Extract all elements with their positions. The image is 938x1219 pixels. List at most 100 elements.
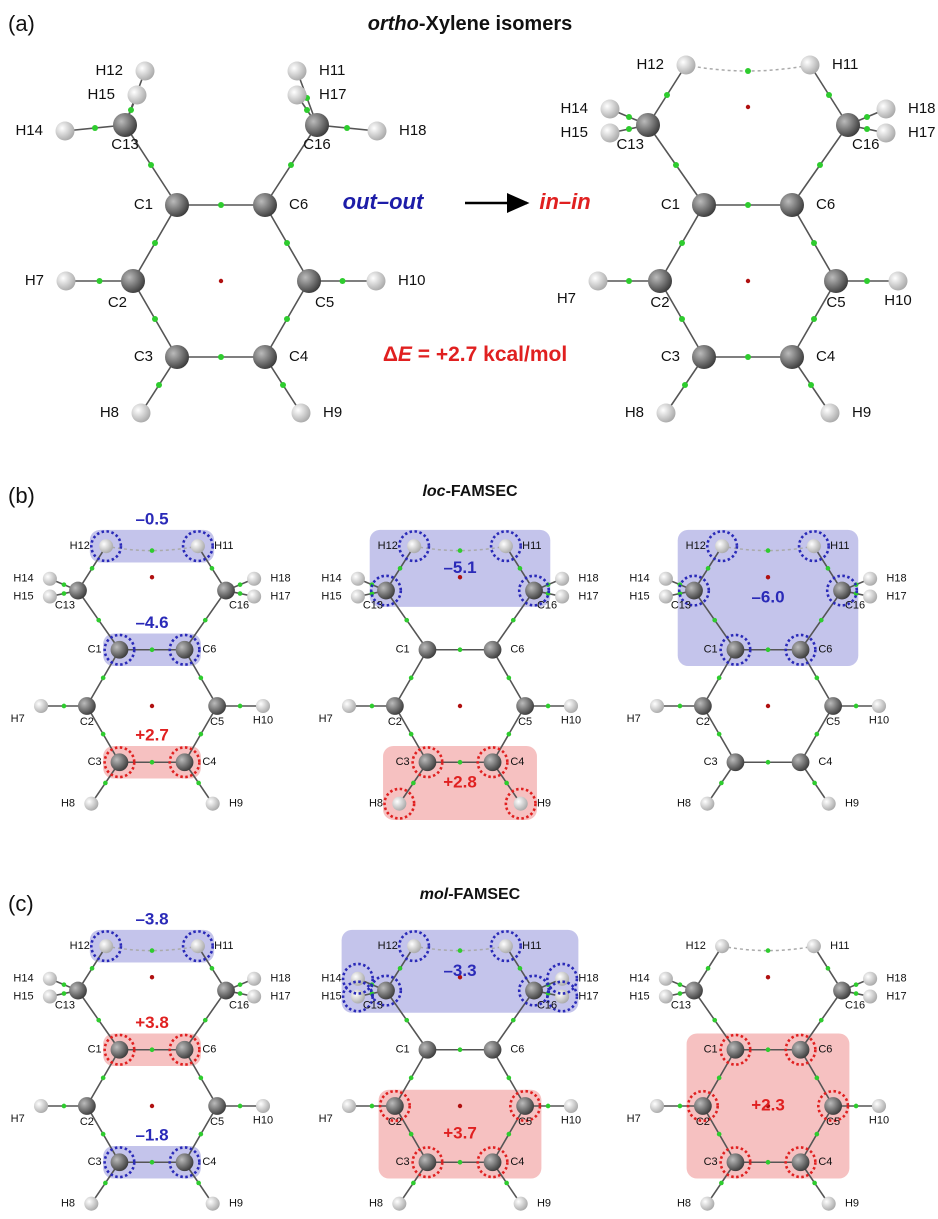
- atom-label: H7: [557, 290, 576, 307]
- hydrogen-atom: [128, 86, 147, 105]
- atom-label: H18: [886, 573, 906, 585]
- fragment-energy: +3.8: [135, 1013, 169, 1032]
- carbon-atom: [176, 1153, 194, 1171]
- panel-label: (b): [8, 483, 35, 508]
- hydrogen-atom: [715, 939, 729, 953]
- atom-label: C16: [229, 599, 249, 611]
- bond-critical-point: [854, 991, 859, 996]
- atom-label: C13: [671, 999, 691, 1011]
- bond-critical-point: [62, 991, 67, 996]
- atom-label: C4: [289, 348, 308, 365]
- fragment-energy: –4.6: [135, 613, 168, 632]
- carbon-atom: [836, 113, 860, 137]
- atom-label: C4: [818, 1156, 832, 1168]
- atom-label: H14: [321, 973, 341, 985]
- molecule: C1C2C3C4C5C6H7H8H9H10H11H12C13H14H15C16H…: [15, 62, 426, 423]
- bond-critical-point: [458, 760, 463, 765]
- atom-label: H17: [319, 86, 347, 103]
- atom-label: C2: [80, 716, 94, 728]
- atom-label: C6: [202, 644, 216, 656]
- title-italic: loc: [422, 483, 445, 500]
- bond-critical-point: [819, 618, 824, 623]
- bond-critical-point: [507, 1132, 512, 1137]
- bond-critical-point: [96, 618, 101, 623]
- carbon-atom: [111, 641, 129, 659]
- atom-label: H11: [214, 540, 233, 552]
- atom-label: H7: [11, 713, 25, 725]
- atom-label: H7: [627, 1113, 641, 1125]
- hydrogen-atom: [368, 122, 387, 141]
- carbon-atom: [176, 1041, 194, 1059]
- ring-critical-point: [766, 704, 770, 708]
- atom-label: H15: [13, 590, 33, 602]
- carbon-atom: [217, 582, 235, 600]
- atom-label: C3: [661, 348, 680, 365]
- hydrogen-atom: [247, 989, 261, 1003]
- bond-critical-point: [682, 382, 688, 388]
- bond-critical-point: [97, 278, 103, 284]
- bond-critical-point: [458, 948, 463, 953]
- atom-label: H12: [636, 56, 664, 73]
- ring-critical-point: [150, 975, 154, 979]
- energy-delta: Δ: [383, 343, 398, 366]
- hydrogen-atom: [392, 1197, 406, 1211]
- atom-label: H10: [869, 715, 889, 727]
- bond-critical-point: [458, 1160, 463, 1165]
- atom-label: C1: [704, 1044, 718, 1056]
- carbon-atom: [692, 345, 716, 369]
- bond-critical-point: [92, 125, 98, 131]
- carbon-atom: [165, 345, 189, 369]
- bond-critical-point: [626, 126, 632, 132]
- hydrogen-atom: [191, 539, 205, 553]
- atom-label: C1: [704, 644, 718, 656]
- bond-critical-point: [409, 1076, 414, 1081]
- carbon-atom: [525, 982, 543, 1000]
- carbon-atom: [253, 345, 277, 369]
- bond-critical-point: [370, 704, 375, 709]
- atom-label: C5: [826, 716, 840, 728]
- atom-label: C2: [696, 716, 710, 728]
- bond-critical-point: [280, 382, 286, 388]
- atom-label: H18: [886, 973, 906, 985]
- carbon-atom: [727, 1041, 745, 1059]
- bond-critical-point: [238, 982, 243, 987]
- bond-critical-point: [398, 966, 403, 971]
- hydrogen-atom: [206, 1197, 220, 1211]
- hydrogen-atom: [99, 539, 113, 553]
- hydrogen-atom: [807, 939, 821, 953]
- atom-label: C2: [108, 294, 127, 311]
- atom-label: H12: [378, 540, 398, 552]
- bond-critical-point: [90, 566, 95, 571]
- bond-critical-point: [745, 354, 751, 360]
- atom-label: H8: [677, 1198, 691, 1210]
- atom-label: C2: [696, 1116, 710, 1128]
- bond-critical-point: [864, 114, 870, 120]
- atom-label: H9: [852, 404, 871, 421]
- atom-label: H8: [625, 404, 644, 421]
- carbon-atom: [419, 641, 437, 659]
- carbon-atom: [727, 641, 745, 659]
- bond-critical-point: [62, 704, 67, 709]
- fragment-energy: –5.1: [443, 558, 476, 577]
- bond-critical-point: [103, 1181, 108, 1186]
- bond-critical-point: [210, 566, 215, 571]
- carbon-atom: [419, 753, 437, 771]
- atom-label: C1: [396, 1044, 410, 1056]
- bond-critical-point: [864, 278, 870, 284]
- hydrogen-atom: [256, 699, 270, 713]
- carbon-atom: [165, 193, 189, 217]
- atom-label: H17: [270, 590, 290, 602]
- bond-critical-point: [458, 1047, 463, 1052]
- bond-critical-point: [152, 240, 158, 246]
- atom-label: H10: [869, 1115, 889, 1127]
- atom-label: H12: [378, 940, 398, 952]
- hydrogen-atom: [650, 1099, 664, 1113]
- hydrogen-atom: [659, 972, 673, 986]
- bond-critical-point: [150, 548, 155, 553]
- atom-label: H15: [629, 990, 649, 1002]
- bond-critical-point: [678, 704, 683, 709]
- bond-critical-point: [719, 1181, 724, 1186]
- fragment-energy: +2.8: [443, 772, 477, 791]
- atom-label: C6: [510, 1044, 524, 1056]
